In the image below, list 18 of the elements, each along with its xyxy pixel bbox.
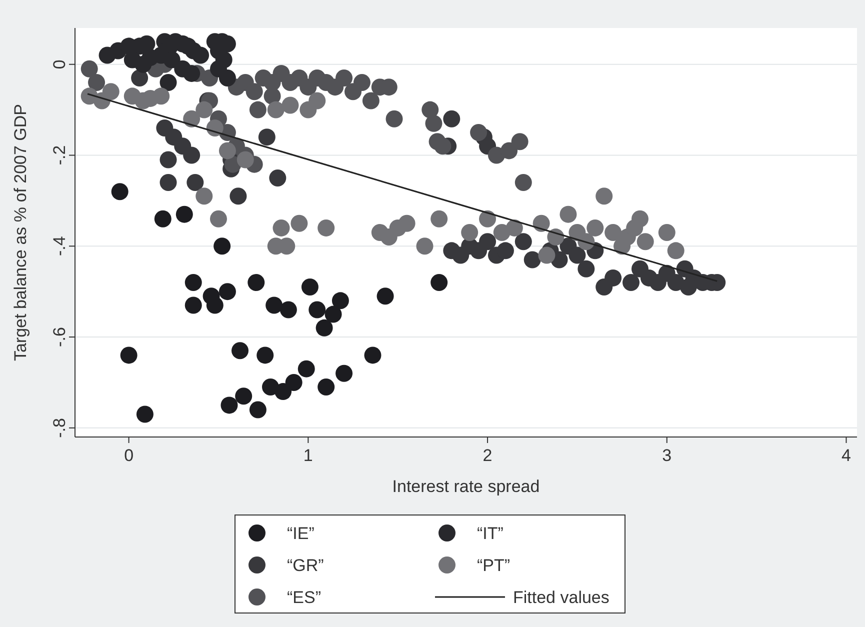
- x-tick-label: 4: [842, 446, 851, 465]
- x-tick-label: 1: [303, 446, 313, 465]
- x-tick-label: 2: [482, 446, 492, 465]
- legend-label: Fitted values: [513, 588, 610, 607]
- y-tick-label: -.6: [50, 327, 69, 347]
- legend-label: “ES”: [287, 588, 322, 607]
- legend-label: “IE”: [287, 524, 315, 543]
- legend-label: “GR”: [287, 556, 324, 575]
- legend-label: “PT”: [477, 556, 510, 575]
- x-axis-title: Interest rate spread: [392, 477, 540, 496]
- y-tick-label: 0: [50, 60, 69, 70]
- y-tick-label: -.8: [50, 418, 69, 438]
- x-tick-label: 3: [662, 446, 672, 465]
- y-axis-title: Target balance as % of 2007 GDP: [11, 104, 30, 362]
- y-tick-label: -.4: [50, 236, 69, 256]
- y-tick-label: -.2: [50, 145, 69, 166]
- x-tick-label: 0: [124, 446, 134, 465]
- legend-label: “IT”: [477, 524, 504, 543]
